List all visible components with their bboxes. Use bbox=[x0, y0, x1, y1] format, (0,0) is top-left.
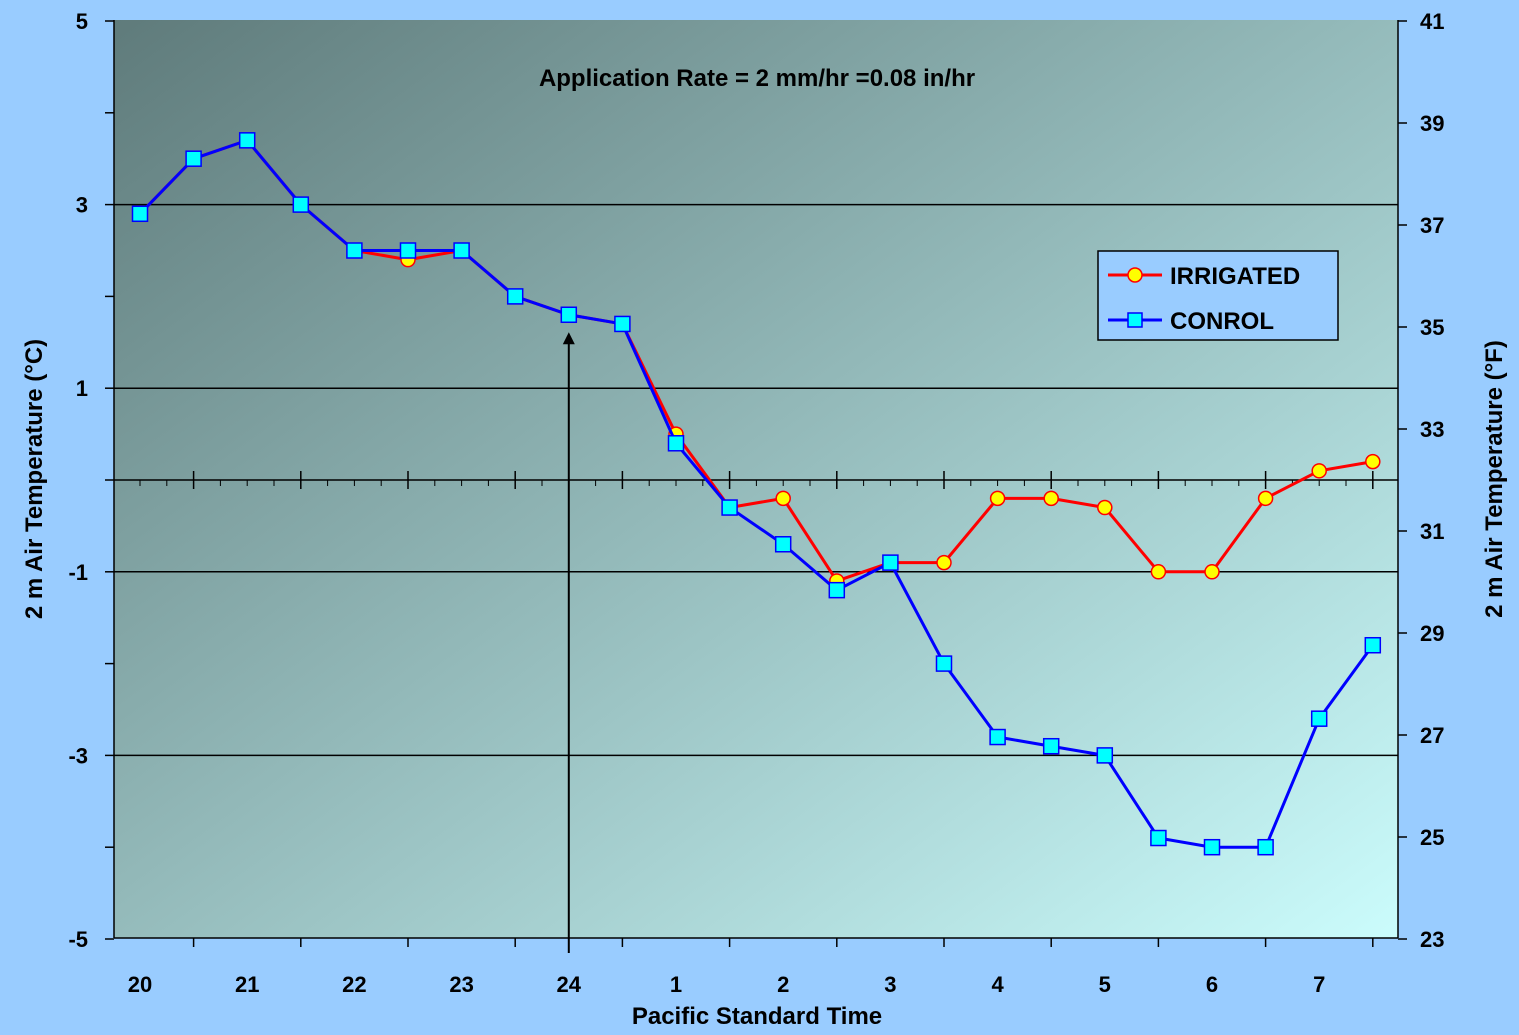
legend: IRRIGATED CONROL bbox=[1097, 250, 1339, 341]
data-point-irrigated bbox=[1257, 490, 1274, 507]
data-point-irrigated bbox=[936, 554, 952, 571]
data-point-conrol bbox=[828, 581, 846, 599]
series-layer bbox=[131, 132, 1382, 856]
y-right-tick-label: 25 bbox=[1420, 825, 1444, 850]
data-point-irrigated bbox=[1204, 564, 1220, 580]
y-right-tick-label: 23 bbox=[1420, 927, 1444, 952]
y-left-tick-label: -5 bbox=[68, 927, 88, 952]
x-tick-label: 3 bbox=[884, 972, 896, 997]
data-point-conrol bbox=[614, 315, 631, 333]
y-left-tick-label: -3 bbox=[68, 743, 88, 768]
data-point-conrol bbox=[1096, 747, 1114, 764]
arrow-head bbox=[562, 332, 575, 345]
data-point-conrol bbox=[346, 242, 363, 259]
data-point-irrigated bbox=[775, 490, 791, 507]
x-axis-label: Pacific Standard Time bbox=[632, 1003, 882, 1030]
plot-area bbox=[114, 20, 1398, 938]
data-point-conrol bbox=[560, 306, 578, 324]
y-left-tick-label: 1 bbox=[76, 376, 88, 401]
data-point-irrigated bbox=[1043, 490, 1059, 507]
data-point-conrol bbox=[935, 655, 953, 672]
data-point-conrol bbox=[131, 205, 149, 223]
data-point-irrigated bbox=[989, 490, 1006, 507]
grid-lines bbox=[114, 203, 1398, 757]
x-tick-label: 22 bbox=[342, 972, 366, 997]
data-point-conrol bbox=[882, 554, 899, 571]
legend-control-marker bbox=[1127, 312, 1143, 328]
y-right-tick-label: 31 bbox=[1420, 519, 1444, 544]
data-point-conrol bbox=[185, 150, 202, 167]
y-left-tick-label: 3 bbox=[76, 193, 88, 218]
data-point-conrol bbox=[399, 242, 417, 259]
data-point-conrol bbox=[1364, 636, 1382, 654]
y-right-tick-label: 35 bbox=[1420, 315, 1444, 340]
data-point-conrol bbox=[667, 435, 685, 452]
y-left-tick-label: 5 bbox=[76, 9, 88, 34]
arrow-annotation bbox=[562, 332, 575, 953]
data-point-conrol bbox=[292, 196, 310, 213]
legend-irrigated-marker bbox=[1127, 267, 1143, 283]
data-point-conrol bbox=[989, 728, 1006, 746]
x-tick-label: 4 bbox=[991, 972, 1004, 997]
data-point-conrol bbox=[1042, 737, 1060, 755]
x-tick-label: 20 bbox=[128, 972, 152, 997]
x-tick-label: 6 bbox=[1206, 972, 1218, 997]
x-tick-label: 5 bbox=[1099, 972, 1111, 997]
y-right-tick-label: 29 bbox=[1420, 621, 1444, 646]
y-axis-label-left: 2 m Air Temperature (°C) bbox=[21, 339, 48, 619]
data-point-conrol bbox=[1150, 829, 1167, 847]
legend-control-label: CONROL bbox=[1170, 308, 1274, 335]
data-point-conrol bbox=[238, 132, 256, 149]
data-point-irrigated bbox=[1365, 453, 1381, 470]
y-right-tick-label: 41 bbox=[1420, 9, 1444, 34]
x-tick-label: 7 bbox=[1313, 972, 1325, 997]
x-tick-label: 2 bbox=[777, 972, 789, 997]
data-point-conrol bbox=[1257, 838, 1274, 856]
y-left-tick-label: -1 bbox=[68, 560, 88, 585]
y-right-tick-label: 33 bbox=[1420, 417, 1444, 442]
y-right-tick-label: 39 bbox=[1420, 111, 1444, 136]
x-tick-label: 23 bbox=[449, 972, 473, 997]
data-point-conrol bbox=[721, 499, 738, 516]
y-right-tick-label: 27 bbox=[1420, 723, 1444, 748]
x-tick-label: 21 bbox=[235, 972, 259, 997]
data-point-conrol bbox=[506, 288, 524, 305]
y-axis-label-right: 2 m Air Temperature (°F) bbox=[1481, 340, 1508, 618]
data-point-conrol bbox=[1310, 710, 1328, 727]
data-point-conrol bbox=[1203, 838, 1221, 856]
data-point-conrol bbox=[453, 242, 470, 259]
data-point-conrol bbox=[774, 536, 792, 553]
annotation-text: Application Rate = 2 mm/hr =0.08 in/hr bbox=[539, 65, 975, 92]
y-right-tick-label: 37 bbox=[1420, 213, 1444, 238]
data-point-irrigated bbox=[1150, 564, 1167, 580]
data-point-irrigated bbox=[1097, 499, 1113, 516]
data-point-irrigated bbox=[1311, 463, 1327, 479]
series-line-conrol bbox=[138, 138, 1375, 849]
x-tick-label: 24 bbox=[557, 972, 582, 997]
x-tick-label: 1 bbox=[670, 972, 682, 997]
legend-irrigated-label: IRRIGATED bbox=[1170, 263, 1300, 290]
